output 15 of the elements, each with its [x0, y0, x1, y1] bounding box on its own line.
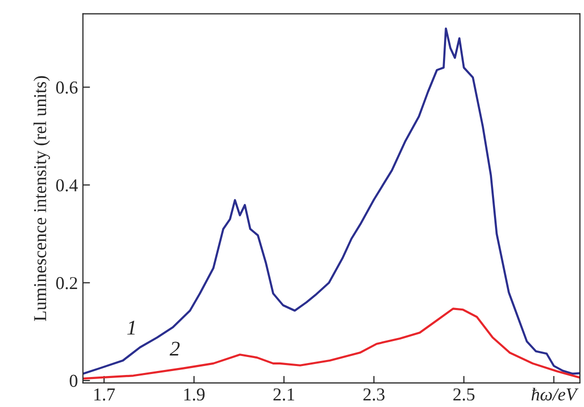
y-tick-label: 0.6 — [56, 81, 78, 94]
series-label: 1 — [127, 320, 135, 335]
x-tick-label: 2.1 — [273, 388, 294, 401]
line-series — [82, 27, 580, 375]
y-axis-title: Luminescence intensity (rel units) — [34, 76, 50, 321]
y-tick-label: 0 — [70, 374, 78, 387]
x-tick-label: 2.3 — [363, 388, 384, 401]
y-tick-label: 0.4 — [56, 179, 78, 192]
x-tick-label: ħω/eV — [532, 388, 578, 401]
x-tick-label: 2.5 — [453, 388, 474, 401]
x-tick-label: 1.9 — [184, 388, 205, 401]
series-label: 2 — [170, 342, 180, 356]
x-tick-label: 1.7 — [94, 388, 115, 401]
y-tick-label: 0.2 — [56, 277, 78, 290]
line-series — [82, 308, 580, 380]
